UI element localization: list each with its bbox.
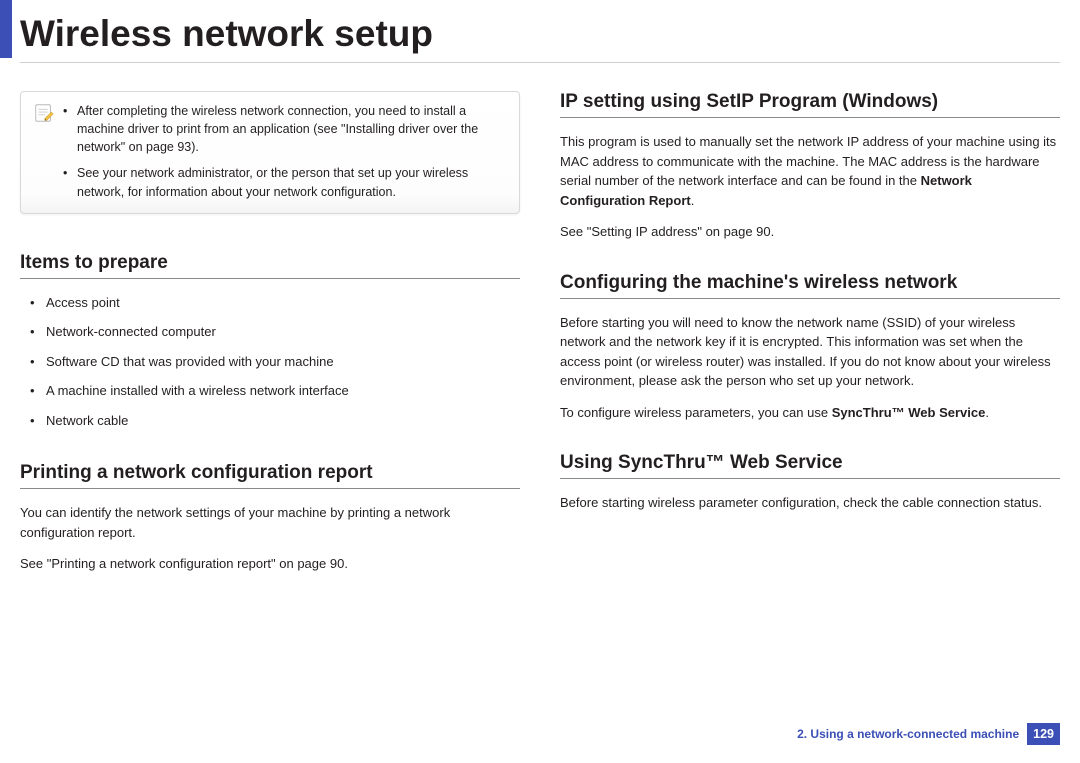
section-heading-items-to-prepare: Items to prepare — [20, 252, 520, 279]
text-run: This program is used to manually set the… — [560, 134, 1056, 188]
list-item: Software CD that was provided with your … — [30, 352, 520, 372]
list-item: Network-connected computer — [30, 322, 520, 342]
note-list: After completing the wireless network co… — [63, 102, 507, 201]
left-column: After completing the wireless network co… — [20, 91, 520, 586]
page-footer: 2. Using a network-connected machine 129 — [797, 723, 1060, 745]
body-paragraph: You can identify the network settings of… — [20, 503, 520, 542]
page-number: 129 — [1027, 723, 1060, 745]
items-list: Access point Network-connected computer … — [20, 293, 520, 431]
section-heading-ip-setting: IP setting using SetIP Program (Windows) — [560, 91, 1060, 118]
body-paragraph: This program is used to manually set the… — [560, 132, 1060, 210]
note-item: See your network administrator, or the p… — [63, 164, 507, 200]
note-box: After completing the wireless network co… — [20, 91, 520, 214]
section-heading-printing-report: Printing a network configuration report — [20, 462, 520, 489]
text-run: . — [691, 193, 695, 208]
content-columns: After completing the wireless network co… — [0, 91, 1080, 586]
list-item: Access point — [30, 293, 520, 313]
right-column: IP setting using SetIP Program (Windows)… — [560, 91, 1060, 586]
body-paragraph: Before starting you will need to know th… — [560, 313, 1060, 391]
body-paragraph: See "Setting IP address" on page 90. — [560, 222, 1060, 242]
list-item: A machine installed with a wireless netw… — [30, 381, 520, 401]
title-accent-block — [0, 0, 12, 58]
footer-chapter: 2. Using a network-connected machine — [797, 727, 1019, 741]
title-underline — [20, 62, 1060, 63]
body-paragraph: See "Printing a network configuration re… — [20, 554, 520, 574]
note-icon — [33, 102, 55, 124]
text-run: . — [985, 405, 989, 420]
section-heading-syncthru: Using SyncThru™ Web Service — [560, 452, 1060, 479]
body-paragraph: Before starting wireless parameter confi… — [560, 493, 1060, 513]
note-item: After completing the wireless network co… — [63, 102, 507, 156]
section-heading-configuring-wireless: Configuring the machine's wireless netwo… — [560, 272, 1060, 299]
text-bold: SyncThru™ Web Service — [832, 405, 986, 420]
list-item: Network cable — [30, 411, 520, 431]
body-paragraph: To configure wireless parameters, you ca… — [560, 403, 1060, 423]
page-title: Wireless network setup — [20, 15, 433, 58]
title-bar: Wireless network setup — [0, 0, 1080, 58]
text-run: To configure wireless parameters, you ca… — [560, 405, 832, 420]
